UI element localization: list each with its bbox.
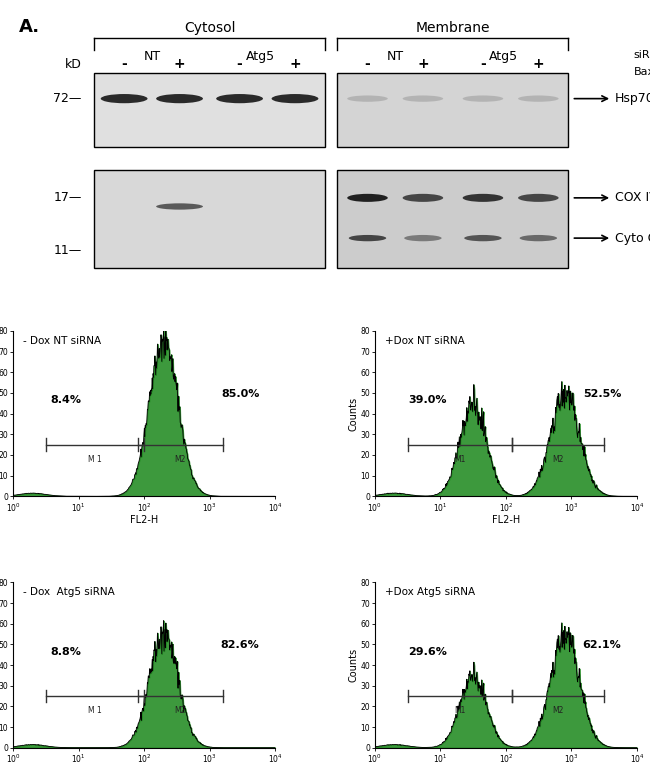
- Text: Bax: Bax: [634, 67, 650, 77]
- Text: - Dox NT siRNA: - Dox NT siRNA: [23, 336, 101, 346]
- Text: M2: M2: [174, 455, 186, 464]
- Bar: [94, 72, 325, 147]
- Ellipse shape: [156, 94, 203, 103]
- Bar: [337, 170, 568, 269]
- Text: M1: M1: [454, 706, 465, 715]
- Ellipse shape: [402, 95, 443, 101]
- Text: NT: NT: [143, 50, 161, 63]
- Ellipse shape: [349, 235, 386, 241]
- Ellipse shape: [402, 194, 443, 202]
- Text: 8.4%: 8.4%: [50, 395, 81, 405]
- Text: +: +: [417, 57, 429, 71]
- Text: B: B: [20, 335, 33, 353]
- Text: 29.6%: 29.6%: [408, 647, 447, 657]
- Text: 62.1%: 62.1%: [582, 640, 621, 650]
- Text: +: +: [532, 57, 544, 71]
- Text: 11—: 11—: [53, 244, 82, 257]
- Text: +: +: [289, 57, 301, 71]
- Ellipse shape: [518, 95, 558, 101]
- Text: +: +: [174, 57, 185, 71]
- Ellipse shape: [518, 194, 558, 202]
- Text: 85.0%: 85.0%: [221, 389, 259, 399]
- Text: -: -: [480, 57, 486, 71]
- Ellipse shape: [519, 235, 557, 241]
- Bar: [337, 72, 568, 147]
- Text: Hsp70: Hsp70: [615, 92, 650, 105]
- Ellipse shape: [404, 235, 441, 241]
- Bar: [94, 170, 325, 269]
- Text: NT: NT: [387, 50, 404, 63]
- Text: Atg5: Atg5: [489, 50, 518, 63]
- Ellipse shape: [216, 94, 263, 103]
- Text: +Dox NT siRNA: +Dox NT siRNA: [385, 336, 465, 346]
- Ellipse shape: [272, 94, 318, 103]
- Text: COX IV: COX IV: [615, 192, 650, 204]
- Text: A.: A.: [20, 18, 40, 36]
- Text: 39.0%: 39.0%: [408, 395, 447, 405]
- Text: 52.5%: 52.5%: [583, 389, 621, 399]
- Text: 72—: 72—: [53, 92, 82, 105]
- X-axis label: FL2-H: FL2-H: [492, 515, 520, 525]
- Ellipse shape: [463, 95, 503, 101]
- Text: siRNA: siRNA: [634, 50, 650, 60]
- Text: -: -: [122, 57, 127, 71]
- Text: Cyto C: Cyto C: [615, 232, 650, 245]
- Text: Membrane: Membrane: [415, 21, 490, 35]
- Text: M1: M1: [454, 455, 465, 464]
- Text: 82.6%: 82.6%: [221, 640, 259, 650]
- Text: M2: M2: [174, 706, 186, 715]
- Text: M 1: M 1: [88, 706, 102, 715]
- Text: +Dox Atg5 siRNA: +Dox Atg5 siRNA: [385, 588, 475, 597]
- Text: - Dox  Atg5 siRNA: - Dox Atg5 siRNA: [23, 588, 115, 597]
- Text: kD: kD: [65, 58, 82, 71]
- Ellipse shape: [101, 94, 148, 103]
- Text: Atg5: Atg5: [246, 50, 275, 63]
- Text: M2: M2: [552, 455, 564, 464]
- Text: 8.8%: 8.8%: [50, 647, 81, 657]
- Ellipse shape: [464, 235, 502, 241]
- Text: M2: M2: [552, 706, 564, 715]
- Text: 17—: 17—: [53, 192, 82, 204]
- Ellipse shape: [347, 194, 388, 202]
- Ellipse shape: [156, 203, 203, 210]
- Y-axis label: Counts: Counts: [349, 397, 359, 430]
- X-axis label: FL2-H: FL2-H: [130, 515, 158, 525]
- Text: Cytosol: Cytosol: [184, 21, 235, 35]
- Text: -: -: [237, 57, 242, 71]
- Y-axis label: Counts: Counts: [349, 648, 359, 682]
- Ellipse shape: [347, 95, 388, 101]
- Ellipse shape: [463, 194, 503, 202]
- Text: M 1: M 1: [88, 455, 102, 464]
- Text: -: -: [365, 57, 370, 71]
